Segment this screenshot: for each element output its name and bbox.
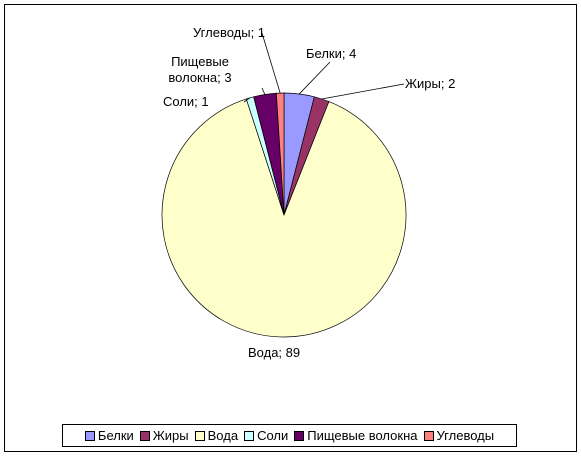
legend-swatch [84,430,95,441]
leader-line [243,97,251,103]
legend-item: Пищевые волокна [294,428,418,443]
legend-item: Жиры [139,428,189,443]
legend-label: Соли [257,428,289,443]
legend-item: Углеводы [423,428,495,443]
legend-label: Вода [207,428,239,443]
pie-slice [161,98,407,338]
legend-label: Белки [97,428,134,443]
leader-line [261,87,266,95]
data-label: Углеводы; 1 [193,25,266,40]
legend-item: Вода [194,428,239,443]
legend: Белки Жиры Вода Соли Пищевые волокна Углеводы [62,424,517,447]
legend-swatch [294,430,305,441]
legend-label: Углеводы [436,428,495,443]
legend-swatch [194,430,205,441]
data-label: Соли; 1 [163,94,209,109]
legend-item: Белки [84,428,134,443]
legend-item: Соли [244,428,288,443]
data-label: Белки; 4 [306,46,357,61]
legend-label: Пищевые волокна [307,428,418,443]
leader-line [261,32,281,94]
legend-swatch [423,430,434,441]
leader-line [321,83,405,100]
leader-line [299,61,331,95]
legend-swatch [244,430,255,441]
data-label: Жиры; 2 [405,76,456,91]
legend-swatch [139,430,150,441]
legend-label: Жиры [152,428,189,443]
data-label: Пищевые волокна; 3 [168,54,232,85]
data-label: Вода; 89 [248,345,301,360]
pie-slice [275,92,285,216]
